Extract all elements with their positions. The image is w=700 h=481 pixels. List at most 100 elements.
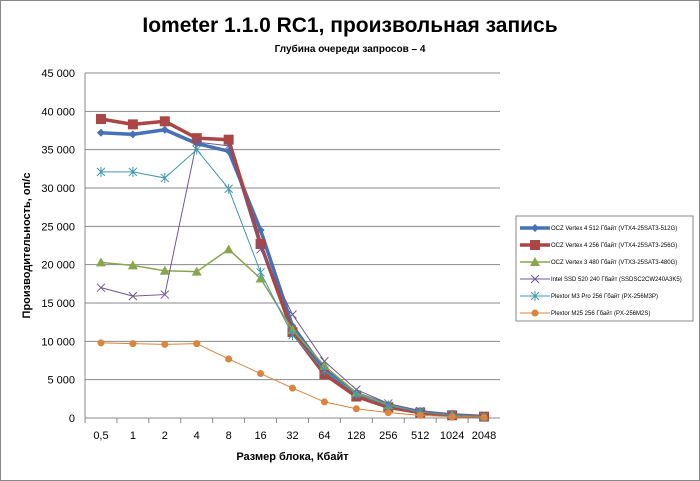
legend-item: Intel SSD 520 240 Гбайт (SSDSC2CW240A3K5…: [520, 274, 682, 284]
chart-subtitle: Глубина очереди запросов – 4: [275, 43, 426, 55]
circle-marker: [320, 398, 328, 406]
star-marker: [96, 166, 106, 177]
y-tick-label: 45 000: [41, 68, 75, 80]
x-tick-label: 1024: [440, 430, 464, 442]
x-tick-label: 128: [347, 430, 365, 442]
x-tick-label: 0,5: [93, 430, 108, 442]
star-marker: [192, 144, 202, 155]
legend-box: [515, 215, 694, 322]
legend-label: OCZ Vertex 3 480 Гбайт (VTX3-25SAT3-480G…: [551, 259, 677, 266]
series-3: [96, 137, 489, 421]
circle-marker: [384, 409, 392, 417]
legend-label: OCZ Vertex 4 512 Гбайт (VTX4-25SAT3-512G…: [551, 225, 677, 232]
x-marker: [256, 244, 265, 254]
triangle-marker: [287, 324, 298, 334]
circle-marker: [531, 309, 539, 317]
x-tick-label: 2: [162, 430, 168, 442]
star-marker: [351, 389, 361, 400]
diamond-marker: [160, 125, 169, 134]
y-tick-label: 10 000: [41, 336, 75, 348]
square-marker: [530, 240, 540, 250]
circle-marker: [416, 411, 424, 419]
circle-marker: [289, 384, 296, 392]
star-marker: [383, 400, 393, 411]
square-marker: [191, 133, 202, 144]
x-axis-label: Размер блока, Кбайт: [236, 451, 349, 463]
triangle-marker: [223, 244, 234, 254]
x-tick-label: 256: [379, 430, 397, 442]
circle-marker: [352, 405, 360, 413]
legend-label: Plextor M25 256 Гбайт (PX-256M2S): [551, 310, 650, 317]
legend-item: Plextor M3 Pro 256 Гбайт (PX-256M3P): [520, 291, 658, 301]
square-marker: [127, 119, 138, 130]
star-marker: [224, 183, 234, 194]
x-marker: [128, 291, 138, 301]
legend-item: OCZ Vertex 4 256 Гбайт (VTX4-25SAT3-256G…: [520, 240, 677, 250]
diamond-marker: [96, 128, 105, 137]
series-line: [100, 141, 485, 417]
series-line: [100, 117, 485, 419]
circle-marker: [448, 413, 456, 421]
y-tick-label: 35 000: [41, 145, 75, 157]
diamond-marker: [531, 224, 539, 232]
square-marker: [255, 238, 266, 249]
x-marker: [192, 137, 202, 147]
y-tick-label: 0: [69, 413, 75, 425]
legend-item: Plextor M25 256 Гбайт (PX-256M2S): [520, 309, 650, 317]
square-marker: [95, 114, 106, 124]
x-tick-label: 64: [318, 430, 330, 442]
x-tick-label: 8: [226, 430, 232, 442]
star-marker: [288, 330, 297, 341]
x-tick-label: 32: [286, 430, 298, 442]
y-tick-label: 25 000: [41, 221, 75, 233]
y-axis-label: Производительность, оп/с: [21, 173, 33, 319]
circle-marker: [193, 340, 201, 348]
star-marker: [256, 267, 265, 278]
series-line: [100, 148, 485, 417]
x-tick-label: 2048: [472, 430, 496, 442]
legend-label: Intel SSD 520 240 Гбайт (SSDSC2CW240A3K5…: [551, 276, 682, 283]
circle-marker: [480, 413, 488, 421]
x-tick-label: 512: [411, 430, 429, 442]
series-1: [95, 114, 490, 422]
x-tick-label: 4: [194, 430, 200, 442]
star-marker: [320, 365, 329, 376]
circle-marker: [161, 340, 169, 348]
star-marker: [160, 173, 170, 184]
chart-title: Iometer 1.1.0 RC1, произвольная запись: [142, 14, 557, 37]
y-tick-label: 20 000: [41, 260, 75, 272]
star-marker: [530, 291, 540, 301]
triangle-marker: [255, 273, 266, 283]
x-marker: [320, 356, 329, 366]
circle-marker: [225, 355, 233, 363]
x-marker: [160, 290, 170, 299]
y-tick-label: 40 000: [41, 106, 75, 118]
x-marker: [530, 274, 540, 284]
square-marker: [159, 116, 170, 127]
triangle-marker: [127, 260, 138, 270]
series-0: [96, 125, 489, 421]
legend-item: OCZ Vertex 4 512 Гбайт (VTX4-25SAT3-512G…: [520, 224, 677, 232]
circle-marker: [257, 370, 265, 378]
legend: OCZ Vertex 4 512 Гбайт (VTX4-25SAT3-512G…: [515, 215, 694, 322]
series-line: [100, 127, 485, 419]
circle-marker: [129, 340, 137, 348]
x-marker: [288, 310, 297, 319]
x-tick-label: 16: [254, 430, 266, 442]
y-tick-label: 30 000: [41, 183, 75, 195]
triangle-marker: [95, 257, 106, 267]
series-5: [97, 339, 488, 421]
legend-label: Plextor M3 Pro 256 Гбайт (PX-256M3P): [551, 293, 658, 300]
x-marker: [96, 283, 106, 293]
diamond-marker: [128, 130, 137, 139]
x-tick-label: 1: [130, 430, 136, 442]
square-marker: [223, 134, 234, 145]
star-marker: [128, 166, 138, 177]
y-tick-label: 15 000: [41, 298, 75, 310]
triangle-marker: [530, 257, 540, 266]
legend-item: OCZ Vertex 3 480 Гбайт (VTX3-25SAT3-480G…: [520, 257, 677, 266]
circle-marker: [97, 339, 105, 347]
y-tick-label: 5 000: [47, 375, 75, 387]
